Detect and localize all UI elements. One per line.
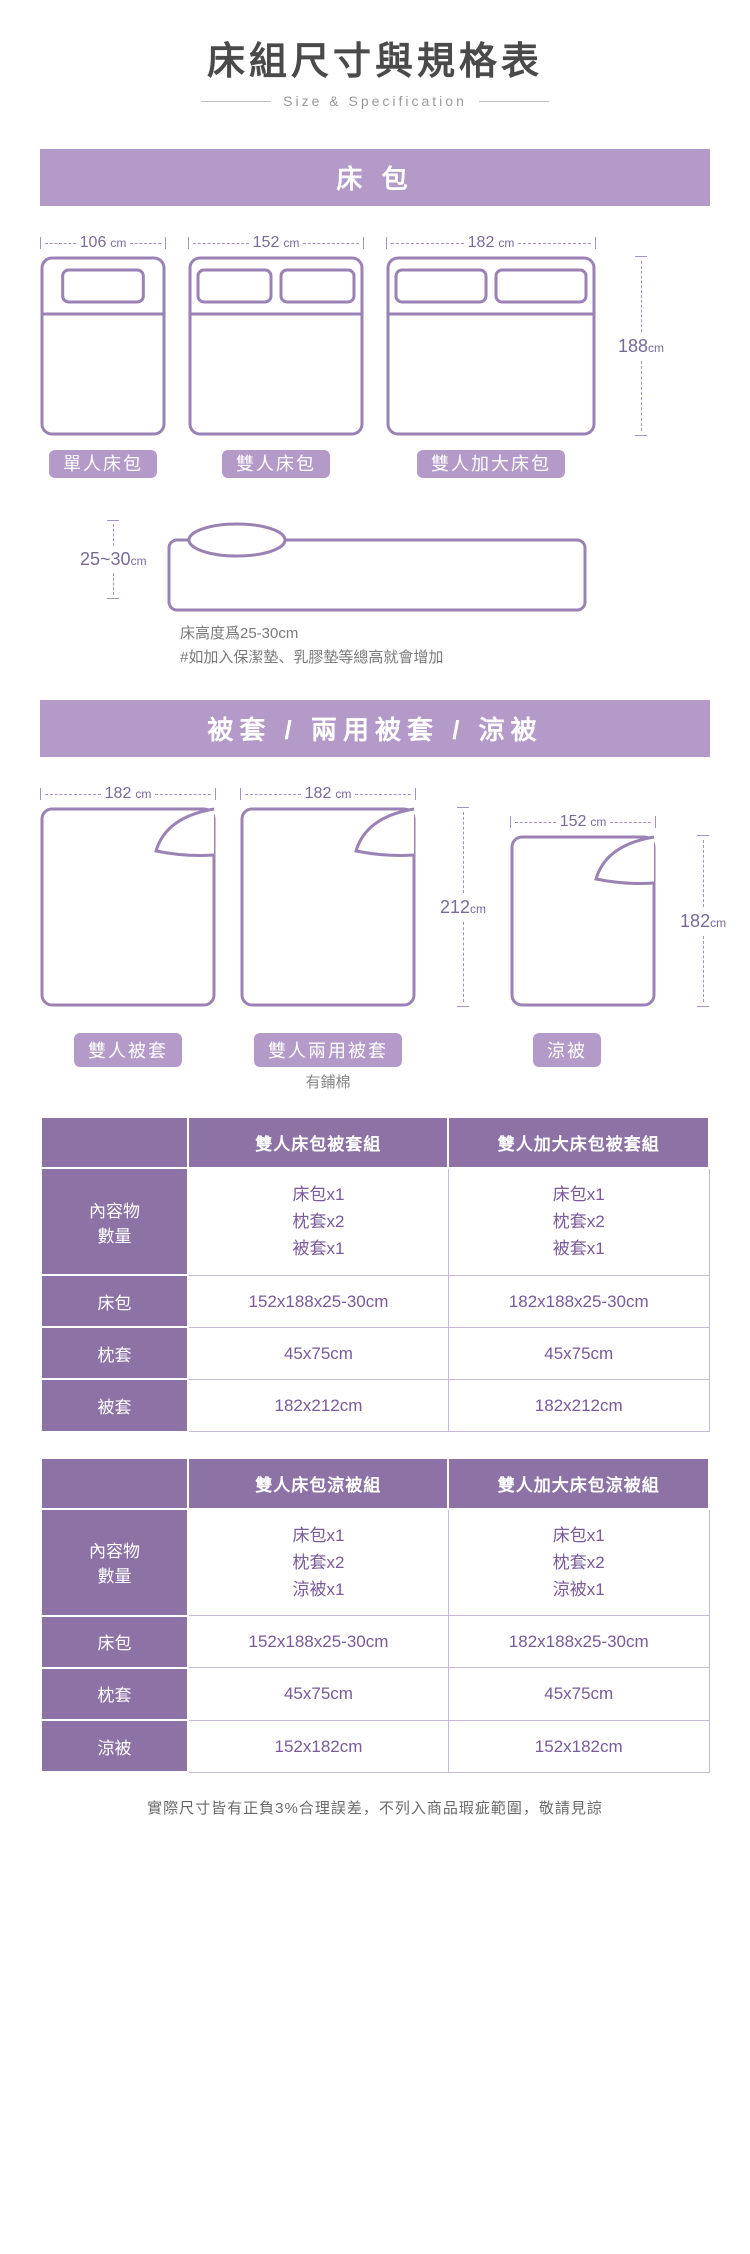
duvet-name-pill: 雙人兩用被套: [254, 1033, 402, 1067]
table-row: 枕套45x75cm45x75cm: [41, 1327, 709, 1379]
duvet-name-pill: 雙人被套: [74, 1033, 182, 1067]
table-header: [41, 1458, 188, 1509]
table-row: 床包152x188x25-30cm182x188x25-30cm: [41, 1616, 709, 1668]
table-row-head: 被套: [41, 1379, 188, 1431]
bed-name-pill: 單人床包: [49, 450, 157, 478]
table-header: 雙人床包涼被組: [188, 1458, 449, 1509]
table-header: [41, 1117, 188, 1168]
note-line-2: #如加入保潔墊、乳膠墊等總高就會增加: [180, 646, 710, 670]
table-row-head: 枕套: [41, 1668, 188, 1720]
table-row: 被套182x212cm182x212cm: [41, 1379, 709, 1431]
duvet-height-label-212: 212cm: [440, 807, 486, 1007]
table-cell: 床包x1枕套x2被套x1: [188, 1168, 449, 1275]
table-row-head: 床包: [41, 1275, 188, 1327]
table-row-head: 內容物數量: [41, 1509, 188, 1616]
table-header: 雙人加大床包被套組: [448, 1117, 709, 1168]
duvet-diagram: 182cm: [40, 785, 216, 1007]
duvet-width-label: 182cm: [305, 785, 352, 803]
table-row-head: 內容物數量: [41, 1168, 188, 1275]
table-cell: 182x212cm: [188, 1379, 449, 1431]
bed-diagram: 152cm: [188, 234, 364, 436]
bed-name-pill: 雙人床包: [222, 450, 330, 478]
section-header-duvet: 被套 / 兩用被套 / 涼被: [40, 700, 710, 757]
duvet-height-label-182: 182cm: [680, 835, 726, 1007]
table-cell: 床包x1枕套x2被套x1: [448, 1168, 709, 1275]
note-line-1: 床高度爲25-30cm: [180, 622, 710, 646]
table-cell: 152x182cm: [188, 1720, 449, 1772]
duvet-diagram: 152cm: [510, 813, 656, 1007]
page-subtitle: Size & Specification: [40, 93, 710, 109]
table-row-head: 床包: [41, 1616, 188, 1668]
bed-diagram: 182cm: [386, 234, 596, 436]
duvet-width-label: 182cm: [105, 785, 152, 803]
table-row-head: 涼被: [41, 1720, 188, 1772]
table-row-head: 枕套: [41, 1327, 188, 1379]
bed-diagram: 106cm: [40, 234, 166, 436]
mattress-side-icon: [167, 504, 587, 614]
table-cell: 45x75cm: [188, 1668, 449, 1720]
table-row: 內容物數量床包x1枕套x2涼被x1床包x1枕套x2涼被x1: [41, 1509, 709, 1616]
table-header: 雙人床包被套組: [188, 1117, 449, 1168]
table-cell: 床包x1枕套x2涼被x1: [448, 1509, 709, 1616]
table-cell: 182x212cm: [448, 1379, 709, 1431]
table-row: 涼被152x182cm152x182cm: [41, 1720, 709, 1772]
table-cell: 152x188x25-30cm: [188, 1616, 449, 1668]
table-row: 床包152x188x25-30cm182x188x25-30cm: [41, 1275, 709, 1327]
duvet-width-label: 152cm: [560, 813, 607, 831]
bedsheet-diagrams: 106cm 152cm 182cm: [40, 234, 710, 436]
bedsheet-labels-row: 單人床包 雙人床包 雙人加大床包: [40, 450, 710, 476]
table-row: 枕套45x75cm45x75cm: [41, 1668, 709, 1720]
duvet-sub-note: 有鋪棉: [305, 1071, 350, 1092]
section-header-bedsheet: 床 包: [40, 149, 710, 206]
bed-width-label: 182cm: [468, 234, 515, 252]
table-cell: 152x182cm: [448, 1720, 709, 1772]
table-cell: 45x75cm: [448, 1668, 709, 1720]
table-cell: 床包x1枕套x2涼被x1: [188, 1509, 449, 1616]
mattress-height-notes: 床高度爲25-30cm #如加入保潔墊、乳膠墊等總高就會增加: [180, 622, 710, 670]
bed-width-label: 152cm: [253, 234, 300, 252]
footnote: 實際尺寸皆有正負3%合理誤差，不列入商品瑕疵範圍，敬請見諒: [40, 1797, 710, 1818]
duvet-diagram: 182cm: [240, 785, 416, 1007]
spec-table-duvet-set: 雙人床包被套組雙人加大床包被套組內容物數量床包x1枕套x2被套x1床包x1枕套x…: [40, 1116, 710, 1433]
table-cell: 182x188x25-30cm: [448, 1616, 709, 1668]
bed-height-label: 188cm: [618, 256, 664, 436]
spec-table-quilt-set: 雙人床包涼被組雙人加大床包涼被組內容物數量床包x1枕套x2涼被x1床包x1枕套x…: [40, 1457, 710, 1774]
bed-name-pill: 雙人加大床包: [417, 450, 565, 478]
table-cell: 182x188x25-30cm: [448, 1275, 709, 1327]
duvet-labels-row: 雙人被套 雙人兩用被套有鋪棉 涼被: [40, 1021, 710, 1092]
duvet-diagrams: 182cm 182cm 212cm 152cm 182cm: [40, 785, 710, 1007]
table-cell: 45x75cm: [448, 1327, 709, 1379]
bed-width-label: 106cm: [80, 234, 127, 252]
mattress-height-diagram: 25~30cm: [80, 504, 710, 614]
page-title: 床組尺寸與規格表: [40, 30, 710, 85]
table-cell: 152x188x25-30cm: [188, 1275, 449, 1327]
subtitle-text: Size & Specification: [283, 93, 467, 109]
table-cell: 45x75cm: [188, 1327, 449, 1379]
duvet-name-pill: 涼被: [533, 1033, 601, 1067]
table-header: 雙人加大床包涼被組: [448, 1458, 709, 1509]
table-row: 內容物數量床包x1枕套x2被套x1床包x1枕套x2被套x1: [41, 1168, 709, 1275]
mattress-height-value: 25~30cm: [80, 549, 147, 570]
